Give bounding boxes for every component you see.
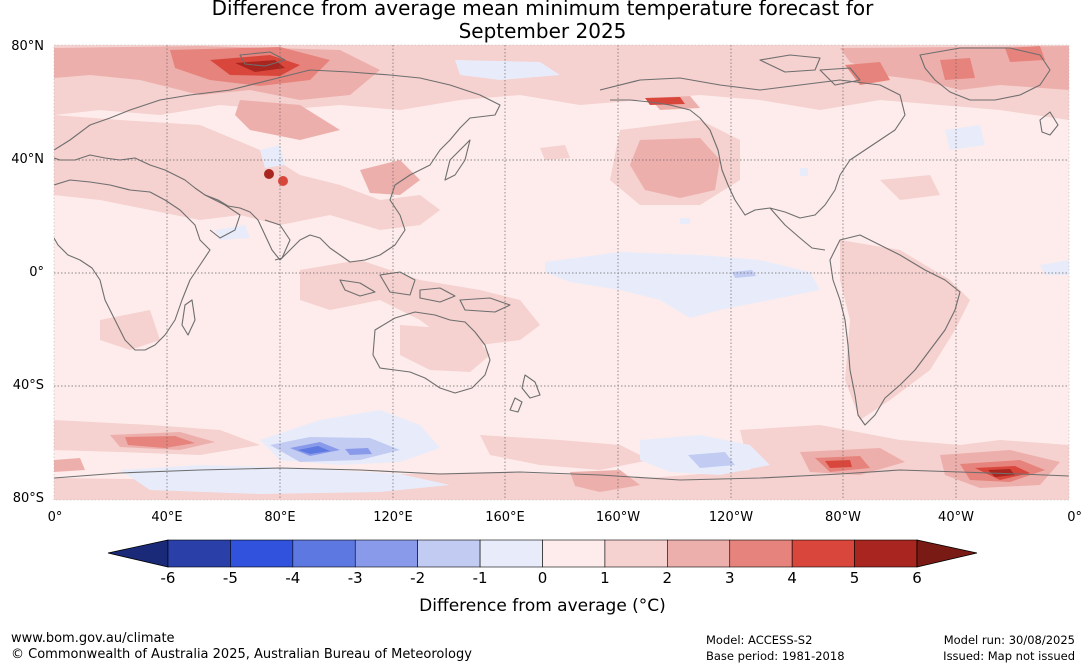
anomaly-regions-4-6 [210,55,1030,480]
colorbar-segment [854,539,918,568]
footer-issued: Issued: Map not issued [943,649,1075,663]
footer-model: Model: ACCESS-S2 [706,633,813,647]
colorbar-tick-label: 6 [912,569,922,587]
lon-label-120w: 120°W [708,510,754,525]
lon-label-80w: 80°W [825,510,861,525]
colorbar-segment [167,539,231,568]
colorbar-segment [479,539,543,568]
colorbar-tick-label: -6 [160,569,176,587]
lat-label-40n: 40°N [11,152,44,167]
lat-label-80n: 80°N [11,39,44,54]
colorbar-tick-label: 1 [600,569,610,587]
lon-label-40w: 40°W [938,510,974,525]
colorbar-segment [292,539,356,568]
colorbar-segment [417,539,481,568]
lon-label-160w: 160°W [595,510,641,525]
colorbar-tick-label: -5 [222,569,238,587]
colorbar-segment [667,539,731,568]
footer-model-run: Model run: 30/08/2025 [943,633,1075,647]
colorbar-tick-label: 0 [537,569,548,587]
colorbar-tick-label: 4 [787,569,797,587]
colorbar-tick-label: -2 [410,569,426,587]
colorbar-label: Difference from average (°C) [419,596,666,616]
colorbar-tick-label: 2 [662,569,673,587]
lon-label-120e: 120°E [373,510,413,525]
lat-label-80s: 80°S [12,491,44,506]
lat-label-0: 0° [29,265,44,280]
colorbar-tick-label: -4 [285,569,301,587]
colorbar-tick-label: -3 [347,569,363,587]
colorbar-extend-high [916,539,978,568]
colorbar-tick-label: 5 [849,569,860,587]
footer-url: www.bom.gov.au/climate [11,631,175,646]
colorbar-segment [604,539,668,568]
map-title: Difference from average mean minimum tem… [0,0,1085,43]
colorbar-segments [167,539,918,568]
title-line-1: Difference from average mean minimum tem… [211,0,874,20]
graticule [54,45,1069,500]
colorbar-tick-label: 3 [724,569,735,587]
map-frame [53,44,1070,501]
colorbar-segment [542,539,606,568]
anomaly-regions-negative-4-3 [298,446,330,454]
lon-label-80e: 80°E [264,510,296,525]
colorbar-tick-label: -1 [472,569,488,587]
colorbar-segment [354,539,418,568]
footer-copyright: © Commonwealth of Australia 2025, Austra… [11,647,472,662]
anomaly-regions-negative-1-0 [120,60,1069,494]
lon-label-0-west: 0° [47,510,63,525]
lat-label-40s: 40°S [12,378,44,393]
colorbar-segment [729,539,793,568]
title-line-2: September 2025 [458,19,627,43]
lon-label-40e: 40°E [151,510,183,525]
lon-label-0-east: 0° [1067,510,1082,525]
colorbar-extend-low [107,539,169,568]
colorbar-segment [230,539,294,568]
footer-base-period: Base period: 1981-2018 [706,649,845,663]
coastlines [54,47,1069,481]
colorbar-segment [791,539,855,568]
lon-label-160e: 160°E [485,510,525,525]
